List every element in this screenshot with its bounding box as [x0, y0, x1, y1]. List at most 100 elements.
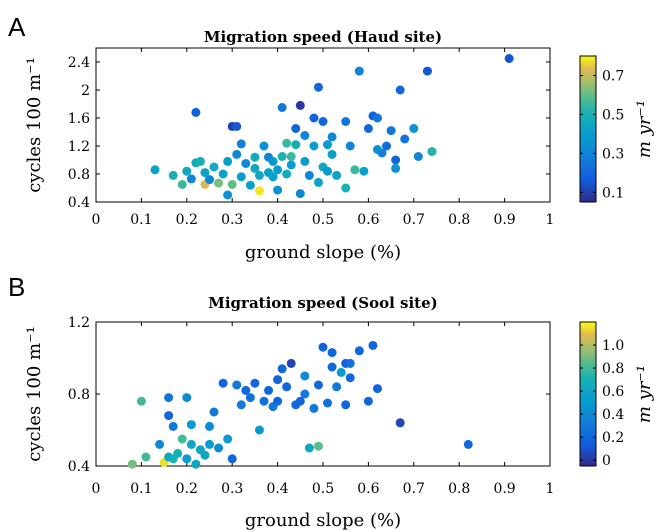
data-point	[273, 185, 283, 195]
data-point	[313, 441, 323, 451]
data-point	[341, 400, 351, 410]
data-point	[136, 396, 146, 406]
data-point	[309, 141, 319, 151]
y-tick-label: 0.4	[68, 459, 90, 475]
data-point	[400, 134, 410, 144]
data-point	[259, 396, 269, 406]
data-point	[209, 162, 219, 172]
data-point	[300, 389, 310, 399]
data-point	[200, 450, 210, 460]
data-point	[295, 189, 305, 199]
data-point	[327, 132, 337, 142]
x-tick-label: 0.3	[221, 481, 243, 497]
data-point	[168, 170, 178, 180]
colorbar-tick-label: 0.3	[602, 146, 624, 162]
data-point	[259, 141, 269, 151]
data-point	[268, 156, 278, 166]
data-point	[286, 160, 296, 170]
data-point	[295, 100, 305, 110]
data-point	[354, 346, 364, 356]
x-tick-label: 0.6	[357, 212, 379, 228]
data-point	[273, 165, 283, 175]
data-point	[214, 443, 224, 453]
data-point	[227, 180, 237, 189]
data-point	[264, 385, 274, 395]
y-tick-label: 1.2	[68, 139, 90, 155]
data-point	[254, 170, 264, 180]
x-tick-label: 0.6	[357, 481, 379, 497]
data-point	[332, 382, 342, 392]
y-tick-label: 1.2	[68, 315, 90, 331]
data-point	[300, 371, 310, 381]
data-point	[291, 124, 301, 133]
data-point	[223, 156, 233, 166]
data-point	[127, 459, 137, 469]
x-tick-label: 0.3	[221, 212, 243, 228]
data-point	[205, 175, 214, 185]
data-point	[282, 382, 292, 392]
data-point	[327, 362, 337, 372]
colorbar-tick-label: 0.7	[602, 68, 624, 84]
data-point	[254, 425, 264, 435]
data-point	[277, 152, 287, 161]
colorbar	[579, 321, 597, 467]
data-point	[345, 141, 355, 151]
colorbar-label: m yr⁻¹	[634, 365, 655, 423]
data-point	[422, 66, 432, 76]
panel-letter: A	[8, 12, 26, 42]
data-point	[223, 190, 233, 200]
data-point	[386, 126, 396, 136]
data-point	[291, 140, 301, 150]
data-point	[164, 393, 174, 403]
data-point	[236, 172, 246, 182]
x-tick-label: 0.4	[266, 212, 288, 228]
data-point	[273, 396, 283, 406]
data-point	[345, 373, 355, 383]
data-point	[209, 407, 219, 417]
data-point	[345, 358, 355, 368]
data-point	[273, 375, 283, 385]
data-point	[232, 121, 242, 131]
data-point	[164, 411, 174, 421]
data-point	[304, 443, 314, 453]
data-point	[227, 454, 237, 464]
data-point	[463, 439, 473, 449]
panel-letter: B	[8, 272, 25, 302]
data-point	[205, 439, 214, 449]
data-point	[354, 66, 364, 76]
data-point	[304, 170, 314, 180]
data-point	[241, 159, 251, 168]
data-point	[372, 384, 382, 394]
x-tick-label: 0.9	[493, 212, 515, 228]
data-point	[182, 166, 192, 176]
data-point	[232, 149, 242, 159]
data-point	[336, 367, 346, 377]
colorbar-tick-label: 0.8	[602, 361, 624, 377]
data-point	[245, 393, 255, 403]
data-point	[191, 107, 201, 117]
data-point	[277, 103, 287, 112]
data-point	[504, 54, 514, 63]
data-point	[182, 393, 192, 403]
colorbar-tick-label: 0	[602, 453, 611, 469]
data-point	[277, 364, 287, 374]
y-tick-label: 0.8	[68, 167, 90, 183]
x-axis-label: ground slope (%)	[245, 242, 401, 263]
data-point	[177, 434, 187, 444]
x-tick-label: 0	[92, 481, 101, 497]
y-tick-label: 1.6	[68, 111, 90, 127]
x-tick-label: 0.1	[130, 212, 152, 228]
y-axis-label: cycles 100 m⁻¹	[24, 57, 45, 193]
data-point	[177, 180, 187, 189]
data-point	[268, 172, 278, 182]
data-point	[318, 117, 328, 126]
data-point	[382, 141, 392, 151]
colorbar-tick-label: 0.4	[602, 407, 624, 423]
x-axis-label: ground slope (%)	[245, 510, 401, 531]
panel-B: B Migration speed (Sool site) 0 0.1 0.2 0.3 0.…	[8, 272, 655, 531]
data-point	[391, 155, 401, 165]
colorbar-tick-label: 0.6	[602, 384, 624, 400]
data-point	[205, 421, 214, 431]
x-tick-label: 0.5	[312, 212, 334, 228]
